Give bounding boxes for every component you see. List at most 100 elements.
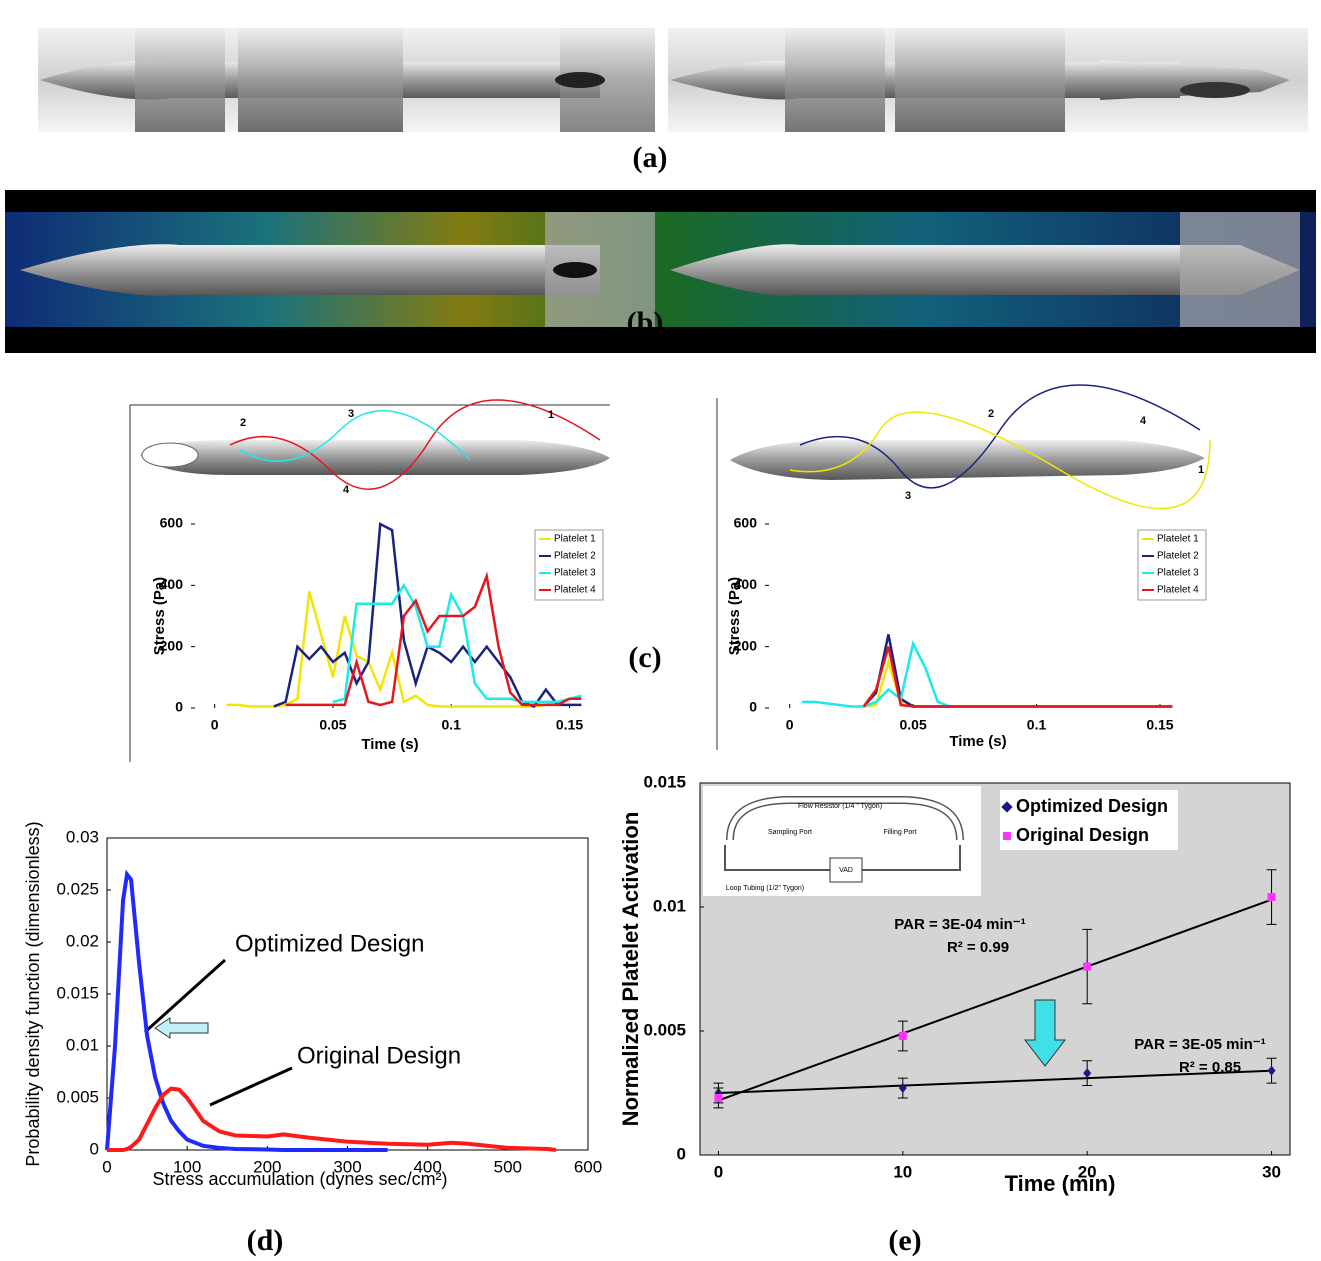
series-line	[105, 869, 388, 1152]
legend-label: Optimized Design	[1016, 796, 1168, 816]
x-tick-label: 0.1	[1027, 717, 1047, 733]
legend-label: Platelet 3	[554, 568, 596, 579]
legend-label: Original Design	[1016, 825, 1149, 845]
legend-label: Platelet 2	[1157, 551, 1199, 562]
x-tick-label: 30	[1262, 1162, 1281, 1181]
x-tick-label: 0.05	[319, 717, 346, 733]
x-axis-label: Time (s)	[949, 733, 1006, 750]
x-axis-label: Time (s)	[361, 736, 418, 753]
y-tick-label: 400	[734, 576, 758, 592]
image-a	[38, 28, 1308, 132]
x-tick-label: 200	[253, 1157, 281, 1176]
series-line	[285, 571, 582, 707]
legend-box	[1000, 790, 1178, 850]
y-tick-label: 0.005	[56, 1087, 99, 1106]
y-tick-label: 0	[90, 1139, 99, 1158]
x-tick-label: 0.15	[1146, 717, 1173, 733]
y-tick-label: 200	[160, 637, 184, 653]
panel-label: (c)	[628, 641, 661, 674]
legend-swatch	[1003, 832, 1011, 840]
legend-label: Platelet 3	[1157, 568, 1199, 579]
image-label: 2	[240, 417, 246, 429]
y-tick-label: 0.02	[66, 931, 99, 950]
image-label: 4	[343, 484, 350, 496]
series-line	[332, 582, 582, 704]
y-tick-label: 0	[175, 699, 183, 715]
inset-label: Flow Resistor (1/4 " Tygon)	[798, 803, 882, 810]
x-tick-label: 100	[173, 1157, 201, 1176]
decrease-arrow	[1023, 999, 1067, 1067]
inset-label: Loop Tubing (1/2" Tygon)	[726, 885, 804, 892]
image-label: 3	[348, 408, 354, 420]
inset-label: Filling Port	[883, 829, 916, 836]
x-tick-label: 0.1	[441, 717, 461, 733]
point	[1083, 962, 1092, 971]
fit-line	[718, 898, 1272, 1102]
image-b	[5, 190, 1316, 353]
image-label: 1	[548, 409, 554, 421]
legend-swatch	[1001, 801, 1013, 813]
x-tick-label: 500	[494, 1157, 522, 1176]
legend-box	[534, 529, 604, 601]
x-tick-label: 0	[102, 1157, 111, 1176]
series-line	[802, 639, 1173, 708]
y-tick-label: 0.005	[643, 1020, 686, 1039]
panel-label: (d)	[247, 1224, 284, 1257]
plot-frame	[106, 837, 589, 1151]
x-tick-label: 0	[211, 717, 219, 733]
x-tick-label: 10	[893, 1162, 912, 1181]
series-line	[862, 646, 1173, 708]
y-tick-label: 0.025	[56, 879, 99, 898]
series-label: Optimized Design	[235, 930, 424, 957]
panel-label: (a)	[633, 141, 668, 174]
point	[898, 1031, 907, 1040]
annotation: R² = 0.99	[947, 939, 1009, 956]
legend-label: Platelet 1	[554, 534, 596, 545]
point	[898, 1083, 907, 1094]
x-axis-label: Time (min)	[1005, 1171, 1116, 1196]
x-tick-label: 300	[333, 1157, 361, 1176]
y-axis-label: Normalized Platelet Activation	[618, 812, 643, 1127]
y-axis-label: Probability density function (dimensionl…	[23, 821, 43, 1166]
y-tick-label: 0.015	[643, 772, 686, 791]
series-line	[107, 1086, 557, 1152]
legend-label: Platelet 2	[554, 551, 596, 562]
series-line	[862, 634, 1173, 708]
y-axis-label: Stress (Pa)	[151, 577, 168, 655]
panel-label: (e)	[888, 1224, 921, 1257]
point	[1083, 1068, 1092, 1079]
legend-label: Platelet 4	[1157, 585, 1199, 596]
image-c	[140, 384, 1211, 510]
x-tick-label: 0	[714, 1162, 723, 1181]
image-label: 3	[905, 490, 911, 502]
annotation: PAR = 3E-05 min⁻¹	[1134, 1036, 1265, 1053]
series-line	[863, 657, 1173, 708]
y-tick-label: 0.01	[66, 1035, 99, 1054]
point	[1267, 1065, 1276, 1076]
image-label: 2	[988, 408, 994, 420]
fit-line	[718, 1069, 1272, 1094]
legend-label: Platelet 4	[554, 585, 596, 596]
inset-diagram: Flow Resistor (1/4 " Tygon) Sampling Port…	[703, 786, 981, 896]
x-tick-label: 400	[413, 1157, 441, 1176]
y-tick-label: 0.015	[56, 983, 99, 1002]
image-label: 1	[1198, 464, 1204, 476]
x-tick-label: 0	[786, 717, 794, 733]
point	[1267, 893, 1276, 902]
inset-label: VAD	[839, 867, 853, 874]
x-tick-label: 600	[574, 1157, 602, 1176]
y-tick-label: 0.01	[653, 896, 686, 915]
y-tick-label: 600	[160, 515, 184, 531]
annotation: R² = 0.85	[1179, 1059, 1241, 1076]
y-tick-label: 400	[160, 576, 184, 592]
inset-label: Sampling Port	[768, 829, 812, 836]
y-tick-label: 0.03	[66, 827, 99, 846]
panel-label: (b)	[627, 306, 664, 339]
annotation: PAR = 3E-04 min⁻¹	[894, 916, 1025, 933]
y-tick-label: 600	[734, 515, 758, 531]
panel-d-callouts	[143, 958, 293, 1107]
y-tick-label: 200	[734, 637, 758, 653]
x-tick-label: 0.05	[899, 717, 926, 733]
series-line	[226, 591, 582, 708]
